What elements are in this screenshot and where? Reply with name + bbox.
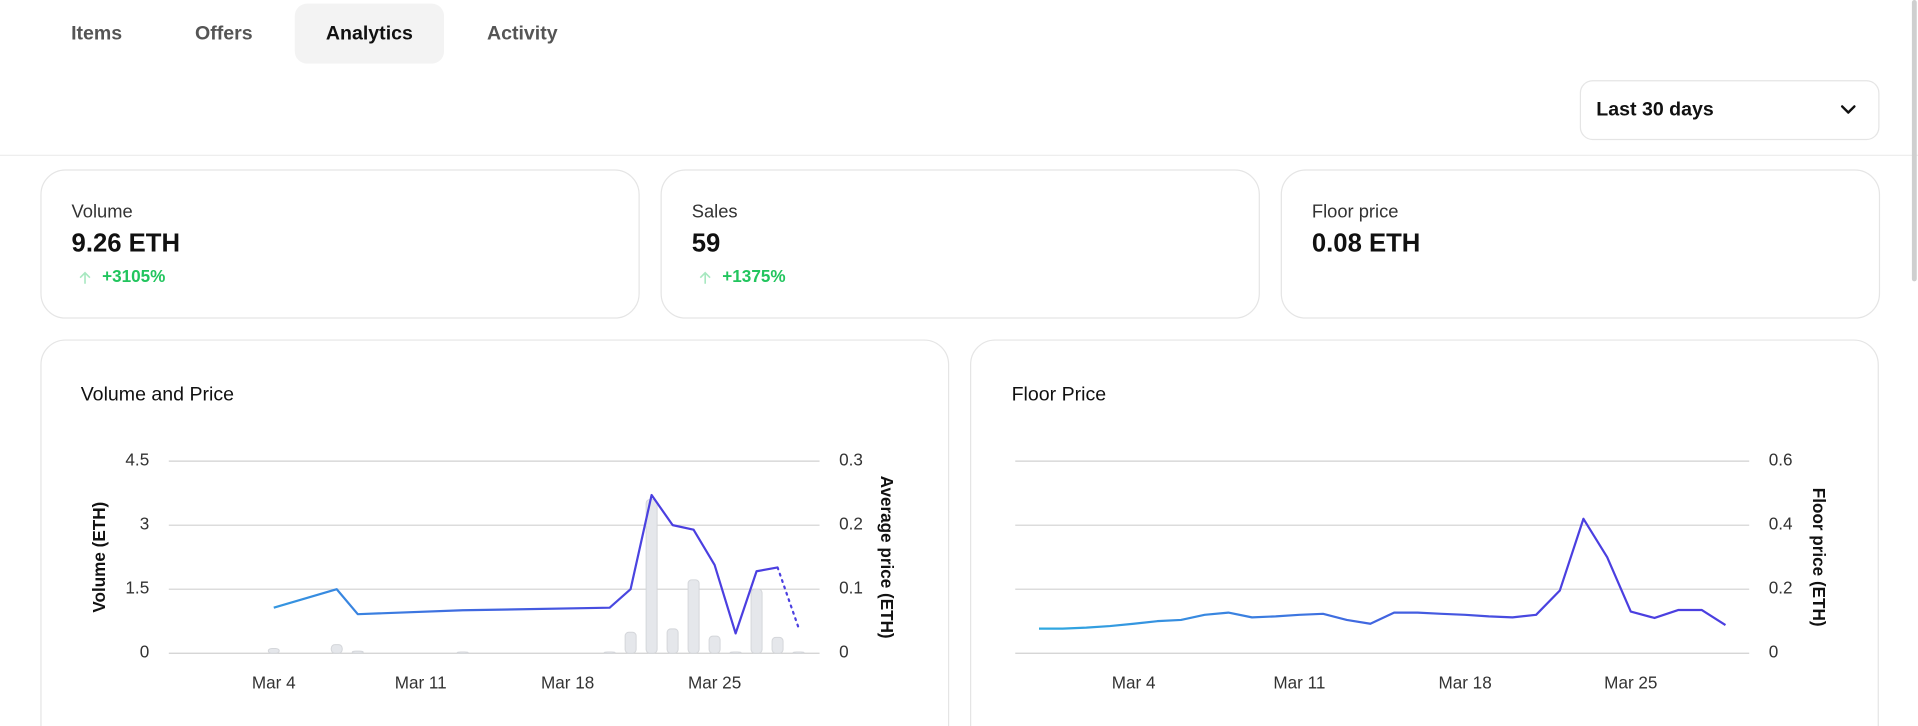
tab[interactable]: Analytics [326, 22, 413, 44]
volume-bar [624, 631, 637, 654]
y-tick-label: 4.5 [125, 451, 149, 470]
y2-tick-label: 0.2 [1769, 579, 1793, 598]
price-line [1038, 517, 1727, 630]
chart-card [40, 339, 950, 726]
stat-change: +1375% [722, 267, 785, 286]
tab-bar: Items Offers Analytics Activity [71, 3, 558, 64]
volume-bar [750, 588, 763, 654]
volume-bar [729, 651, 742, 654]
y2-tick-label: 0.6 [1769, 451, 1793, 470]
stat-label: Volume [72, 201, 133, 222]
up-arrow-icon [79, 271, 91, 284]
stat-value: 59 [692, 229, 721, 257]
chart-title: Volume and Price [81, 383, 234, 405]
y2-axis-label: Floor price (ETH) [1809, 488, 1828, 627]
stat-card [660, 169, 1260, 319]
stat-card [1280, 169, 1881, 319]
x-tick-label: Mar 11 [395, 673, 447, 692]
dropdown-chevron[interactable] [1840, 105, 1856, 114]
stat-label: Floor price [1312, 201, 1399, 222]
price-line-dotted [776, 566, 800, 629]
tab[interactable]: Activity [487, 22, 558, 44]
chart-card [970, 339, 1879, 726]
x-tick-label: Mar 11 [1273, 673, 1325, 692]
x-tick-label: Mar 25 [688, 673, 741, 692]
tab[interactable]: Offers [195, 22, 253, 44]
volume-bar [330, 644, 343, 654]
volume-bar [267, 648, 280, 654]
up-arrow-icon [699, 271, 711, 284]
stat-label: Sales [692, 201, 738, 222]
tab[interactable]: Items [71, 22, 122, 44]
price-line [273, 493, 778, 635]
range-dropdown[interactable] [1579, 80, 1880, 141]
x-tick-label: Mar 4 [1112, 673, 1156, 692]
y-axis-label: Volume (ETH) [90, 502, 109, 613]
x-tick-label: Mar 18 [541, 673, 594, 692]
volume-bar [456, 651, 469, 654]
y2-tick-label: 0.4 [1769, 515, 1793, 534]
y-tick-label: 0 [140, 643, 150, 662]
stat-change: +3105% [102, 267, 165, 286]
volume-bar [351, 650, 364, 654]
stat-card [40, 169, 640, 319]
scrollbar[interactable] [1911, 0, 1917, 282]
y-tick-label: 1.5 [125, 579, 149, 598]
y2-tick-label: 0 [839, 643, 849, 662]
stat-cards: Volume 9.26 ETH +3105% Sales 59+1375% Floor p… [40, 169, 1881, 319]
charts: Volume and Price 0 1.5 3 4.5 0 0.1 0.2 0.3 Mar 4 M… [81, 383, 1828, 692]
range-dropdown-label[interactable]: Last 30 days [1596, 98, 1714, 120]
stat-value: 0.08 ETH [1312, 229, 1420, 257]
volume-bar [792, 651, 805, 654]
volume-bar [603, 651, 616, 654]
x-tick-label: Mar 4 [252, 673, 296, 692]
y2-tick-label: 0.2 [839, 515, 863, 534]
volume-bar [666, 628, 679, 654]
chart-title: Floor Price [1012, 383, 1107, 405]
volume-bar [708, 635, 721, 654]
volume-bar [645, 499, 658, 654]
tab-active-bg[interactable] [294, 3, 445, 64]
x-tick-label: Mar 25 [1604, 673, 1657, 692]
y2-tick-label: 0 [1769, 643, 1779, 662]
stat-value: 9.26 ETH [72, 229, 180, 257]
volume-bar [771, 636, 784, 654]
y-tick-label: 3 [140, 515, 150, 534]
x-tick-label: Mar 18 [1438, 673, 1491, 692]
y2-axis-label: Average price (ETH) [877, 476, 896, 639]
y2-tick-label: 0.3 [839, 451, 863, 470]
volume-bar [687, 579, 700, 654]
y2-tick-label: 0.1 [839, 579, 863, 598]
